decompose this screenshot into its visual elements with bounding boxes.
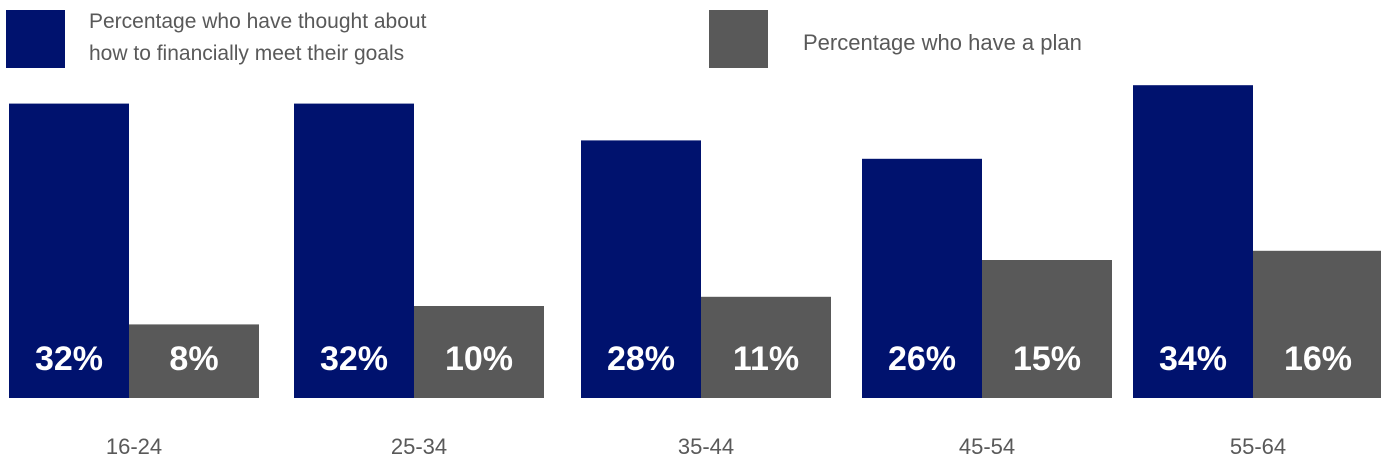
- bar-thought-45-54: [862, 158, 982, 398]
- bar-plan-35-44: [701, 296, 831, 398]
- bar-plan-25-34: [414, 306, 544, 398]
- data-label-thought-16-24: 32%: [35, 340, 103, 378]
- data-label-thought-25-34: 32%: [320, 340, 388, 378]
- data-label-thought-55-64: 34%: [1159, 340, 1227, 378]
- legend-label-plan: Percentage who have a plan: [803, 30, 1082, 55]
- bar-plan-16-24: [129, 324, 259, 398]
- data-label-thought-45-54: 26%: [888, 340, 956, 378]
- x-tick-label-35-44: 35-44: [678, 434, 734, 459]
- legend: Percentage who have thought about how to…: [0, 0, 1381, 95]
- bar-thought-16-24: [9, 103, 129, 398]
- x-tick-label-16-24: 16-24: [106, 434, 162, 459]
- legend-label-thought-line2: how to financially meet their goals: [89, 42, 405, 65]
- data-label-plan-16-24: 8%: [169, 340, 218, 378]
- bar-thought-55-64: [1133, 85, 1253, 398]
- data-label-plan-35-44: 11%: [733, 340, 799, 378]
- bar-thought-25-34: [294, 103, 414, 398]
- legend-label-thought-line1: Percentage who have thought about: [89, 10, 427, 33]
- legend-swatch-plan: [709, 10, 768, 68]
- data-label-plan-55-64: 16%: [1284, 340, 1352, 378]
- legend-label-thought: Percentage who have thought about how to…: [89, 6, 426, 70]
- bar-thought-35-44: [581, 140, 701, 398]
- bar-plan-55-64: [1253, 250, 1381, 398]
- x-tick-label-55-64: 55-64: [1230, 434, 1286, 459]
- data-label-thought-35-44: 28%: [607, 340, 675, 378]
- x-tick-label-25-34: 25-34: [391, 434, 447, 459]
- x-tick-label-45-54: 45-54: [959, 434, 1015, 459]
- bar-plan-45-54: [982, 260, 1112, 398]
- legend-swatch-thought: [6, 10, 65, 68]
- data-label-plan-25-34: 10%: [445, 340, 513, 378]
- data-label-plan-45-54: 15%: [1013, 340, 1081, 378]
